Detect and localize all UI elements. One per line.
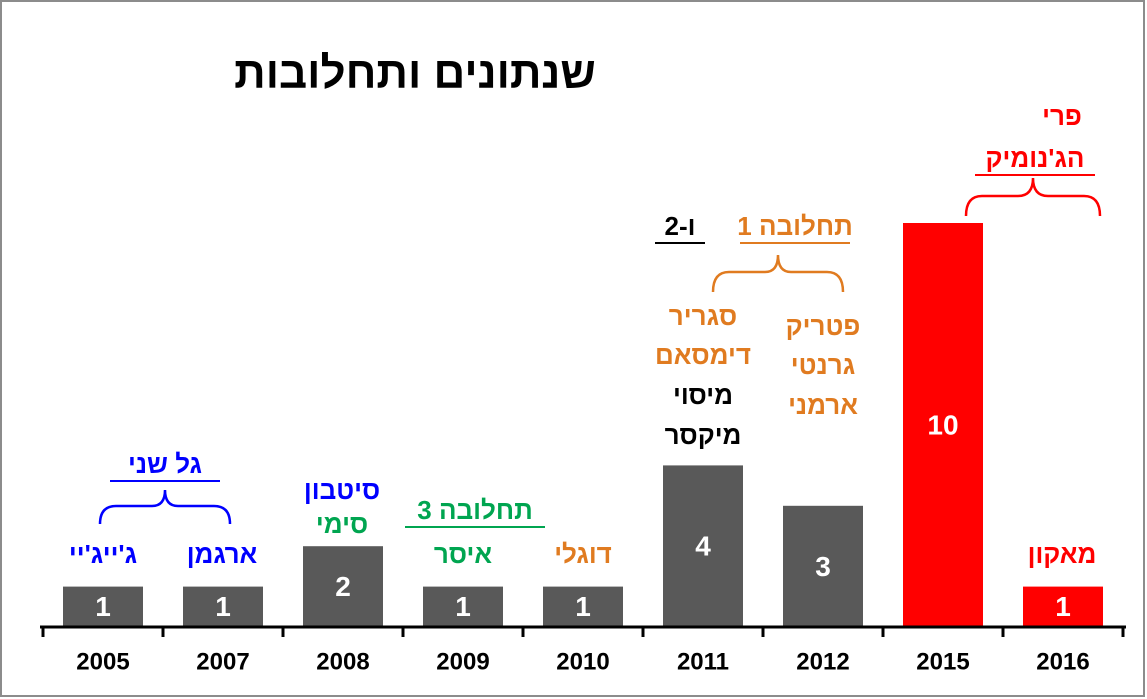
annotation: דימסאם bbox=[655, 340, 751, 370]
bracket bbox=[98, 489, 232, 525]
annotation: תחלובה 1 bbox=[737, 211, 853, 241]
annotation: הג'נומיק bbox=[986, 143, 1085, 173]
value-label: 1 bbox=[95, 591, 111, 622]
value-label: 4 bbox=[695, 531, 711, 562]
bar bbox=[663, 465, 743, 627]
annotation: סגריר bbox=[669, 301, 737, 331]
bar bbox=[303, 546, 383, 627]
chart-title: שנתונים ותחלובות bbox=[234, 49, 596, 98]
annotation: ארמני bbox=[788, 390, 858, 420]
annotation: ג'ייג'יי bbox=[69, 539, 137, 569]
value-label: 2 bbox=[335, 571, 351, 602]
value-label: 1 bbox=[1055, 591, 1071, 622]
annotation: דוגלי bbox=[554, 539, 612, 569]
x-tick-label: 2005 bbox=[76, 648, 129, 675]
x-tick-label: 2012 bbox=[796, 648, 849, 675]
x-tick-label: 2011 bbox=[677, 648, 729, 675]
annotation: תחלובה 3 bbox=[417, 495, 533, 525]
annotation: סיטבון bbox=[304, 475, 380, 505]
value-label: 1 bbox=[215, 591, 231, 622]
annotation: ו-2 bbox=[665, 211, 696, 241]
bar bbox=[183, 586, 263, 627]
bar bbox=[903, 223, 983, 627]
bar bbox=[423, 586, 503, 627]
bar bbox=[1023, 586, 1103, 627]
value-label: 1 bbox=[455, 591, 471, 622]
bar bbox=[63, 586, 143, 627]
value-label: 1 bbox=[575, 591, 591, 622]
annotation: ארגמן bbox=[187, 539, 258, 569]
annotation: איסר bbox=[434, 539, 492, 569]
bracket bbox=[711, 254, 845, 293]
annotation: פטריק bbox=[786, 311, 861, 341]
annotation: מיסוי bbox=[673, 380, 733, 410]
value-label: 3 bbox=[815, 551, 831, 582]
bar bbox=[783, 505, 863, 627]
x-tick-label: 2007 bbox=[196, 648, 249, 675]
annotation: פרי bbox=[1042, 101, 1082, 131]
annotation: גרנטי bbox=[791, 350, 855, 380]
x-tick-label: 2010 bbox=[556, 648, 609, 675]
bar bbox=[543, 586, 623, 627]
bracket bbox=[964, 177, 1102, 217]
x-tick-label: 2015 bbox=[916, 648, 969, 675]
x-tick-label: 2008 bbox=[316, 648, 369, 675]
annotation: מאקון bbox=[1028, 539, 1097, 569]
x-tick-label: 2016 bbox=[1036, 648, 1089, 675]
annotation: גל שני bbox=[128, 449, 202, 479]
value-label: 10 bbox=[927, 409, 958, 440]
annotation: מיקסר bbox=[665, 420, 742, 450]
annotation: סימי bbox=[316, 509, 368, 539]
x-tick-label: 2009 bbox=[436, 648, 489, 675]
